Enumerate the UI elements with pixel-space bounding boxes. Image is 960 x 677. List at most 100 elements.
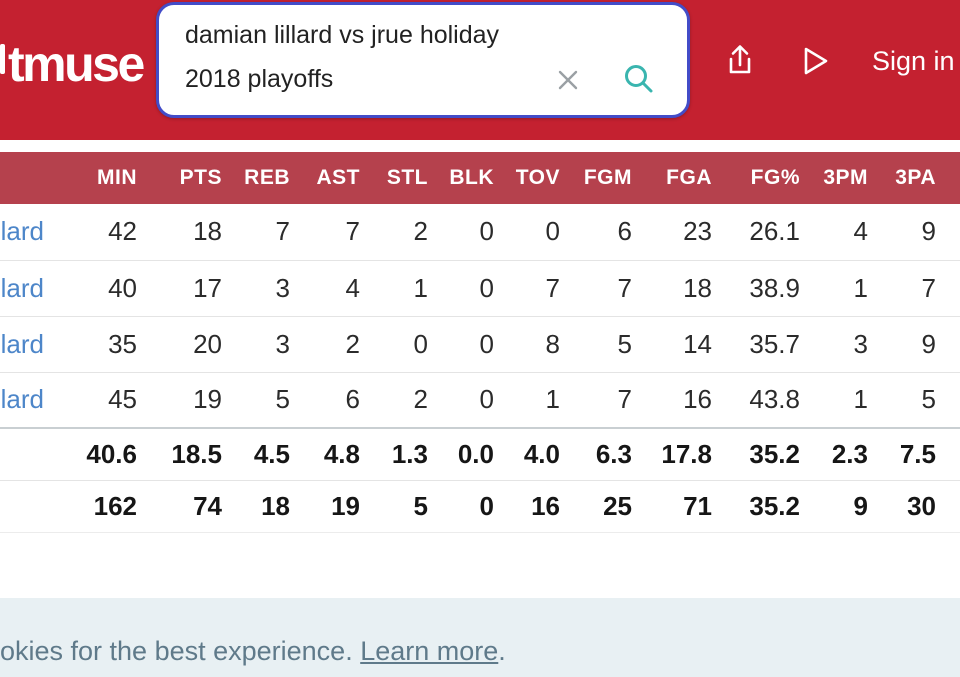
player-cell: lard [0,260,44,317]
stat-cell: 7 [560,372,632,429]
stat-cell: 1 [800,260,868,317]
stat-cell: 5 [868,372,960,429]
col-header-tov: TOV [515,166,560,189]
table-row: lard 40 17 3 4 1 0 7 7 18 38.9 1 7 [0,260,960,317]
stat-cell: 14 [632,316,712,373]
player-cell: lard [0,372,44,429]
total-stat-cell: 30 [868,480,960,533]
stat-cell: 23 [632,204,712,261]
stat-cell: 0 [428,204,494,261]
stat-cell: 4 [800,204,868,261]
player-link[interactable]: lard [0,272,44,303]
search-query-line1: damian lillard vs jrue holiday [185,21,500,49]
avg-stat-cell: 4.5 [222,428,290,481]
stat-cell: 0 [494,204,560,261]
player-link[interactable]: lard [0,328,44,359]
empty-cell [0,428,44,481]
stat-cell: 4 [290,260,360,317]
stat-cell: 9 [868,316,960,373]
share-icon[interactable] [720,40,760,85]
col-header-reb: REB [244,166,290,189]
table-header-row: MIN PTS REB AST STL BLK TOV FGM FGA FG% 3PM 3PA [0,152,960,204]
stat-cell: 0 [428,372,494,429]
stat-cell: 2 [290,316,360,373]
search-query-line2: 2018 playoffs [185,65,334,93]
stat-cell: 7 [290,204,360,261]
avg-stat-cell: 40.6 [44,428,137,481]
stat-cell: 18 [632,260,712,317]
stat-cell: 1 [494,372,560,429]
total-stat-cell: 162 [44,480,137,533]
col-header-blk: BLK [449,166,494,189]
table-row: lard 45 19 5 6 2 0 1 7 16 43.8 1 5 [0,372,960,429]
stat-cell: 1 [360,260,428,317]
stat-cell: 17 [137,260,222,317]
stat-cell: 0 [428,316,494,373]
col-header-fgpct: FG% [750,166,800,189]
total-stat-cell: 19 [290,480,360,533]
navbar-gap [0,140,960,152]
total-stat-cell: 9 [800,480,868,533]
stat-cell: 43.8 [712,372,800,429]
total-stat-cell: 35.2 [712,480,800,533]
stat-cell: 5 [222,372,290,429]
sign-in-button[interactable]: Sign in [872,46,955,76]
cookie-text: okies for the best experience. [0,636,361,666]
stat-cell: 2 [360,372,428,429]
player-cell: lard [0,316,44,373]
total-row: 162 74 18 19 5 0 16 25 71 35.2 9 30 [0,480,960,533]
col-header-pts: PTS [179,166,222,189]
cookie-text-suffix: . [498,636,506,666]
navbar: tmuse damian lillard vs jrue holiday 201… [0,0,960,140]
total-stat-cell: 18 [222,480,290,533]
avg-stat-cell: 7.5 [868,428,960,481]
learn-more-link[interactable]: Learn more [360,636,499,666]
col-header-3pa: 3PA [895,166,936,189]
col-header-min: MIN [97,166,137,189]
cookie-banner: okies for the best experience. Learn mor… [0,598,960,677]
logo-cut-letter [0,44,5,74]
stat-cell: 5 [560,316,632,373]
stat-cell: 26.1 [712,204,800,261]
player-cell: lard [0,204,44,261]
search-icon[interactable] [621,61,657,102]
stat-cell: 2 [360,204,428,261]
total-stat-cell: 25 [560,480,632,533]
stat-cell: 1 [800,372,868,429]
logo[interactable]: tmuse [8,36,145,92]
stat-cell: 6 [290,372,360,429]
total-stat-cell: 71 [632,480,712,533]
stats-table: MIN PTS REB AST STL BLK TOV FGM FGA FG% 3PM 3PA lard… [0,152,960,533]
col-header-fgm: FGM [583,166,632,189]
clear-icon[interactable] [553,65,583,100]
stat-cell: 0 [428,260,494,317]
search-box[interactable]: damian lillard vs jrue holiday 2018 play… [156,2,690,118]
avg-row: 40.6 18.5 4.5 4.8 1.3 0.0 4.0 6.3 17.8 35.2 2.3 7.5 [0,428,960,481]
stat-cell: 6 [560,204,632,261]
stat-cell: 0 [360,316,428,373]
stat-cell: 7 [868,260,960,317]
total-stat-cell: 74 [137,480,222,533]
play-icon[interactable] [793,40,835,87]
stat-cell: 18 [137,204,222,261]
stat-cell: 20 [137,316,222,373]
stat-cell: 9 [868,204,960,261]
avg-stat-cell: 6.3 [560,428,632,481]
stat-cell: 3 [222,260,290,317]
stat-cell: 3 [800,316,868,373]
stat-cell: 3 [222,316,290,373]
avg-stat-cell: 4.0 [494,428,560,481]
stat-cell: 38.9 [712,260,800,317]
stat-cell: 19 [137,372,222,429]
player-link[interactable]: lard [0,384,44,415]
player-link[interactable]: lard [0,216,44,247]
stat-cell: 7 [494,260,560,317]
stat-cell: 42 [44,204,137,261]
avg-stat-cell: 1.3 [360,428,428,481]
col-header-player [0,152,44,204]
stat-cell: 16 [632,372,712,429]
col-header-3pm: 3PM [823,166,868,189]
avg-stat-cell: 2.3 [800,428,868,481]
stat-cell: 7 [560,260,632,317]
